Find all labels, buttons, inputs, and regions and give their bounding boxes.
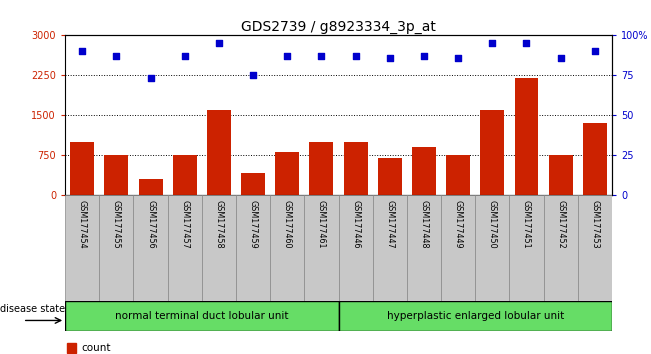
- Text: GSM177448: GSM177448: [419, 200, 428, 249]
- Text: GSM177459: GSM177459: [249, 200, 258, 249]
- Point: [214, 41, 224, 46]
- Bar: [139, 179, 163, 195]
- Bar: [577, 195, 612, 301]
- Bar: [65, 301, 339, 331]
- Point: [590, 48, 600, 54]
- Bar: [207, 110, 231, 195]
- Text: GSM177457: GSM177457: [180, 200, 189, 249]
- Text: normal terminal duct lobular unit: normal terminal duct lobular unit: [115, 311, 288, 321]
- Text: count: count: [81, 343, 111, 353]
- Bar: [475, 195, 509, 301]
- Bar: [133, 195, 168, 301]
- Text: GSM177452: GSM177452: [556, 200, 565, 249]
- Point: [248, 72, 258, 78]
- Bar: [67, 343, 76, 353]
- Point: [555, 55, 566, 61]
- Bar: [173, 155, 197, 195]
- Bar: [509, 195, 544, 301]
- Bar: [412, 147, 436, 195]
- Text: GSM177455: GSM177455: [112, 200, 121, 249]
- Point: [316, 53, 327, 59]
- Bar: [378, 158, 402, 195]
- Text: hyperplastic enlarged lobular unit: hyperplastic enlarged lobular unit: [387, 311, 564, 321]
- Point: [350, 53, 361, 59]
- Text: GSM177458: GSM177458: [214, 200, 223, 249]
- Point: [521, 41, 532, 46]
- Point: [487, 41, 497, 46]
- Text: GSM177449: GSM177449: [454, 200, 463, 249]
- Bar: [309, 142, 333, 195]
- Bar: [441, 195, 475, 301]
- Bar: [70, 142, 94, 195]
- Point: [282, 53, 292, 59]
- Text: GSM177447: GSM177447: [385, 200, 395, 249]
- Text: GSM177446: GSM177446: [351, 200, 360, 249]
- Text: GSM177450: GSM177450: [488, 200, 497, 249]
- Bar: [304, 195, 339, 301]
- Bar: [344, 142, 368, 195]
- Text: disease state: disease state: [0, 304, 65, 314]
- Point: [385, 55, 395, 61]
- Text: GSM177461: GSM177461: [317, 200, 326, 249]
- Bar: [549, 155, 573, 195]
- Bar: [339, 301, 612, 331]
- Bar: [339, 195, 372, 301]
- Bar: [583, 123, 607, 195]
- Text: GSM177460: GSM177460: [283, 200, 292, 249]
- Bar: [65, 195, 99, 301]
- Point: [453, 55, 464, 61]
- Bar: [99, 195, 133, 301]
- Text: GSM177454: GSM177454: [77, 200, 87, 249]
- Bar: [236, 195, 270, 301]
- Bar: [104, 155, 128, 195]
- Bar: [372, 195, 407, 301]
- Bar: [241, 173, 265, 195]
- Text: GSM177453: GSM177453: [590, 200, 600, 249]
- Bar: [168, 195, 202, 301]
- Text: GSM177451: GSM177451: [522, 200, 531, 249]
- Bar: [544, 195, 577, 301]
- Title: GDS2739 / g8923334_3p_at: GDS2739 / g8923334_3p_at: [241, 21, 436, 34]
- Point: [111, 53, 122, 59]
- Point: [145, 75, 156, 81]
- Bar: [407, 195, 441, 301]
- Bar: [202, 195, 236, 301]
- Bar: [514, 78, 538, 195]
- Point: [180, 53, 190, 59]
- Bar: [275, 152, 299, 195]
- Text: GSM177456: GSM177456: [146, 200, 155, 249]
- Bar: [480, 110, 505, 195]
- Point: [77, 48, 87, 54]
- Bar: [446, 155, 470, 195]
- Point: [419, 53, 429, 59]
- Bar: [270, 195, 304, 301]
